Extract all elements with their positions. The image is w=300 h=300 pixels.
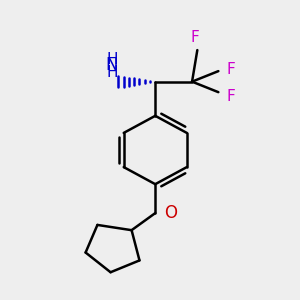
Text: H: H xyxy=(106,65,118,80)
Text: O: O xyxy=(164,204,178,222)
Text: F: F xyxy=(190,30,199,45)
Text: F: F xyxy=(226,88,235,104)
Text: N: N xyxy=(106,56,118,74)
Text: F: F xyxy=(226,62,235,77)
Text: H: H xyxy=(106,52,118,67)
